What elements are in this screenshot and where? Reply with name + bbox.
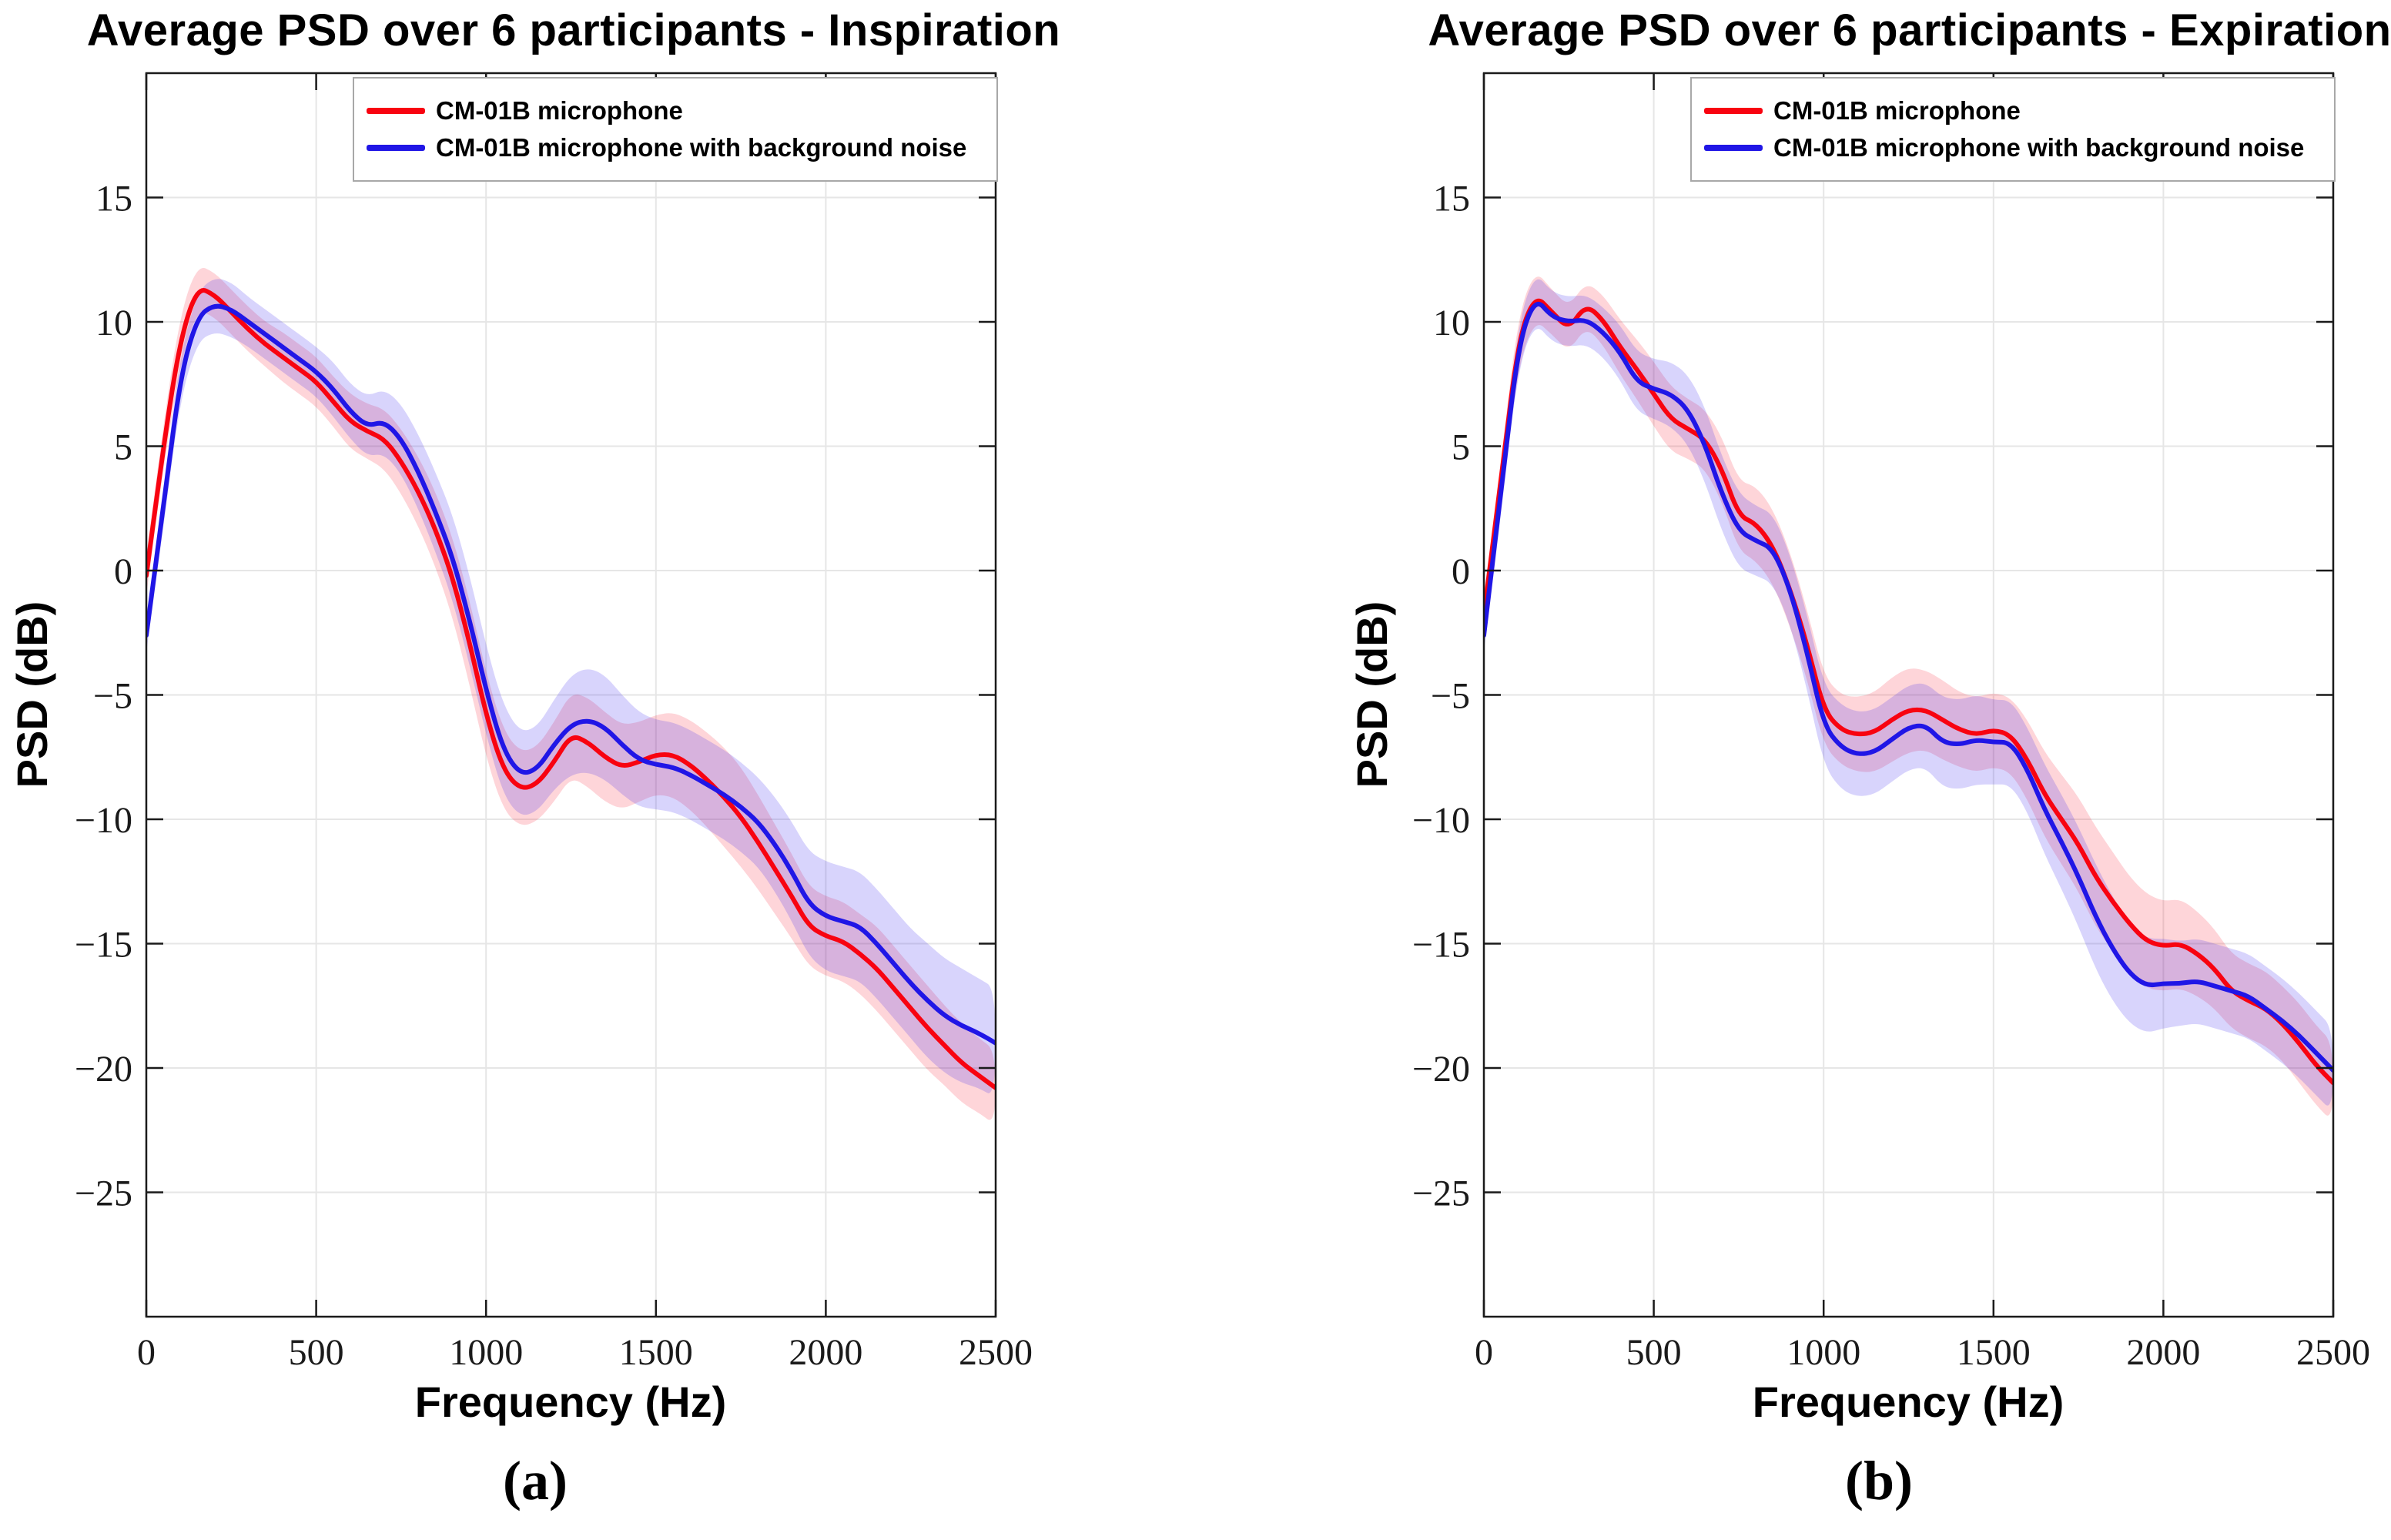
- mean-line: [146, 288, 996, 1090]
- x-tick-label: 2000: [2126, 1332, 2200, 1373]
- panel-a-xlabel: Frequency (Hz): [414, 1378, 727, 1426]
- x-tick-label: 1000: [1787, 1332, 1860, 1373]
- panel-b-legend: CM-01B microphone CM-01B microphone with…: [1690, 77, 2336, 182]
- legend-line-blue: [1704, 145, 1763, 151]
- panel-a-legend: CM-01B microphone CM-01B microphone with…: [353, 77, 998, 182]
- x-tick-label: 0: [137, 1332, 156, 1373]
- panel-a-caption: (a): [503, 1450, 568, 1512]
- y-tick-label: 10: [95, 303, 132, 343]
- y-tick-label: 15: [95, 179, 132, 219]
- confidence-band: [1484, 279, 2333, 1106]
- legend-line-red: [367, 108, 425, 114]
- panel-tick-labels: 0 500 1000 1500 2000 2500 15 10 5 0 −5 −10 −15 −20 −25: [75, 179, 1033, 1374]
- legend-item: CM-01B microphone with background noise: [367, 133, 996, 162]
- mean-line: [146, 303, 996, 1046]
- y-tick-label: 0: [1452, 551, 1470, 592]
- y-tick-label: −10: [1412, 800, 1470, 841]
- legend-item: CM-01B microphone: [367, 96, 996, 126]
- y-tick-label: 15: [1433, 179, 1470, 219]
- x-tick-label: 1500: [1957, 1332, 2031, 1373]
- x-tick-label: 0: [1475, 1332, 1493, 1373]
- y-tick-label: 0: [114, 551, 132, 592]
- x-tick-label: 500: [1626, 1332, 1682, 1373]
- confidence-band: [146, 279, 996, 1093]
- legend-label: CM-01B microphone with background noise: [436, 133, 967, 162]
- panel-series: [1484, 276, 2333, 1116]
- legend-item: CM-01B microphone with background noise: [1704, 133, 2334, 162]
- y-tick-label: −15: [75, 925, 132, 966]
- y-tick-label: 5: [1452, 427, 1470, 468]
- legend-label: CM-01B microphone with background noise: [1773, 133, 2305, 162]
- panel-b-xlabel: Frequency (Hz): [1752, 1378, 2064, 1426]
- panel-series: [146, 267, 996, 1120]
- y-tick-label: 5: [114, 427, 132, 468]
- mean-line: [1484, 298, 2333, 1086]
- legend-label: CM-01B microphone: [1773, 96, 2021, 125]
- x-tick-label: 2500: [2296, 1332, 2370, 1373]
- x-tick-label: 2500: [959, 1332, 1033, 1373]
- x-tick-label: 500: [289, 1332, 344, 1373]
- y-tick-label: −25: [75, 1173, 132, 1214]
- y-tick-label: −5: [93, 676, 132, 717]
- y-tick-label: 10: [1433, 303, 1470, 343]
- y-tick-label: −10: [75, 800, 132, 841]
- x-tick-label: 2000: [789, 1332, 862, 1373]
- confidence-band: [1484, 276, 2333, 1116]
- legend-item: CM-01B microphone: [1704, 96, 2334, 126]
- panel-b-ylabel: PSD (dB): [1348, 601, 1396, 788]
- panel-b-caption: (b): [1845, 1450, 1913, 1512]
- legend-line-blue: [367, 145, 425, 151]
- x-tick-label: 1000: [449, 1332, 523, 1373]
- x-tick-label: 1500: [619, 1332, 693, 1373]
- mean-line: [1484, 301, 2333, 1073]
- y-tick-label: −20: [1412, 1049, 1470, 1090]
- legend-line-red: [1704, 108, 1763, 114]
- y-tick-label: −20: [75, 1049, 132, 1090]
- y-tick-label: −15: [1412, 925, 1470, 966]
- y-tick-label: −5: [1431, 676, 1470, 717]
- legend-label: CM-01B microphone: [436, 96, 683, 125]
- panel-b-title: Average PSD over 6 participants - Expira…: [1428, 5, 2391, 55]
- panel-tick-labels: 0 500 1000 1500 2000 2500 15 10 5 0 −5 −10 −15 −20 −25: [1412, 179, 2370, 1374]
- panel-a-title: Average PSD over 6 participants - Inspir…: [86, 5, 1061, 55]
- confidence-band: [146, 267, 996, 1120]
- y-tick-label: −25: [1412, 1173, 1470, 1214]
- panel-a-ylabel: PSD (dB): [8, 601, 56, 788]
